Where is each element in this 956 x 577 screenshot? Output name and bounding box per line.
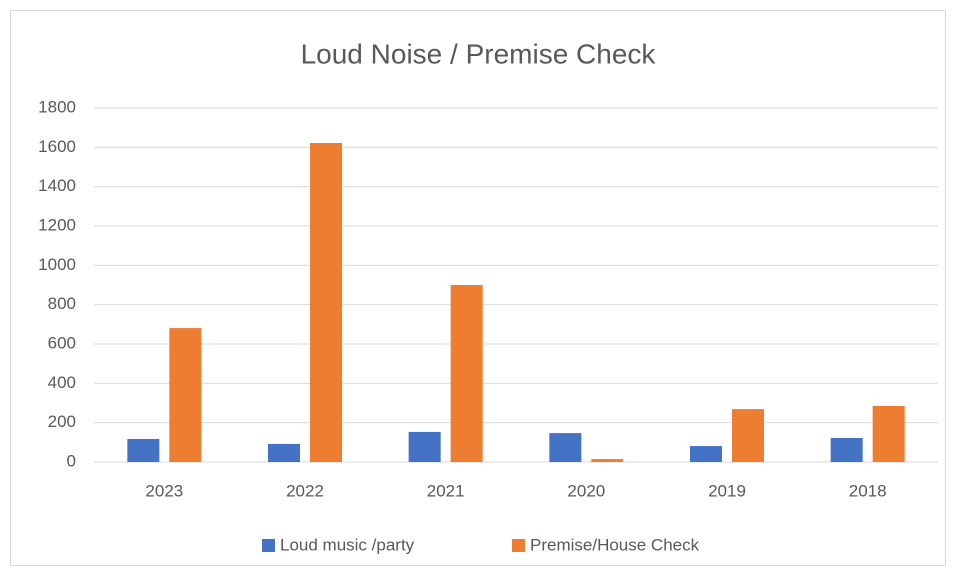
- bar: [830, 438, 863, 462]
- y-tick-label: 400: [48, 373, 76, 392]
- x-tick-label: 2021: [427, 481, 465, 500]
- y-tick-label: 1600: [38, 137, 76, 156]
- y-tick-label: 1000: [38, 255, 76, 274]
- legend-label: Loud music /party: [280, 535, 415, 554]
- y-tick-label: 1400: [38, 176, 76, 195]
- chart-title: Loud Noise / Premise Check: [301, 38, 657, 69]
- x-tick-label: 2020: [567, 481, 605, 500]
- bar: [310, 143, 342, 463]
- bar: [450, 285, 483, 462]
- x-tick-label: 2023: [145, 481, 183, 500]
- legend-swatch: [262, 539, 275, 552]
- y-tick-label: 1200: [38, 215, 76, 234]
- bar: [732, 409, 764, 462]
- bar: [169, 328, 202, 462]
- y-tick-label: 600: [48, 333, 76, 352]
- y-tick-label: 800: [48, 294, 76, 313]
- bar: [127, 438, 160, 462]
- x-tick-label: 2022: [286, 481, 324, 500]
- bar: [591, 459, 624, 462]
- bar: [408, 431, 441, 462]
- legend-swatch: [512, 539, 525, 552]
- bar: [690, 446, 722, 462]
- bar: [268, 443, 300, 462]
- x-tick-label: 2018: [849, 481, 887, 500]
- y-tick-label: 1800: [38, 97, 76, 116]
- y-tick-label: 0: [67, 451, 76, 470]
- bar: [872, 405, 905, 462]
- bar: [549, 433, 582, 462]
- y-tick-label: 200: [48, 412, 76, 431]
- legend-label: Premise/House Check: [530, 535, 700, 554]
- x-tick-label: 2019: [708, 481, 746, 500]
